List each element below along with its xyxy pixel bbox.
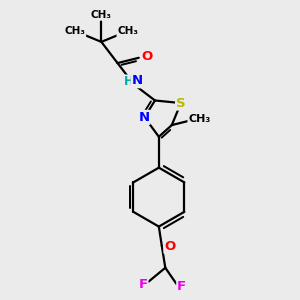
Text: CH₃: CH₃ bbox=[188, 114, 211, 124]
Text: N: N bbox=[132, 74, 143, 87]
Text: CH₃: CH₃ bbox=[91, 10, 112, 20]
Text: S: S bbox=[176, 97, 186, 110]
Text: N: N bbox=[138, 111, 150, 124]
Text: CH₃: CH₃ bbox=[64, 26, 86, 36]
Text: O: O bbox=[164, 240, 175, 253]
Text: F: F bbox=[138, 278, 148, 291]
Text: H: H bbox=[124, 75, 134, 88]
Text: O: O bbox=[141, 50, 153, 63]
Text: F: F bbox=[177, 280, 186, 293]
Text: CH₃: CH₃ bbox=[117, 26, 138, 36]
